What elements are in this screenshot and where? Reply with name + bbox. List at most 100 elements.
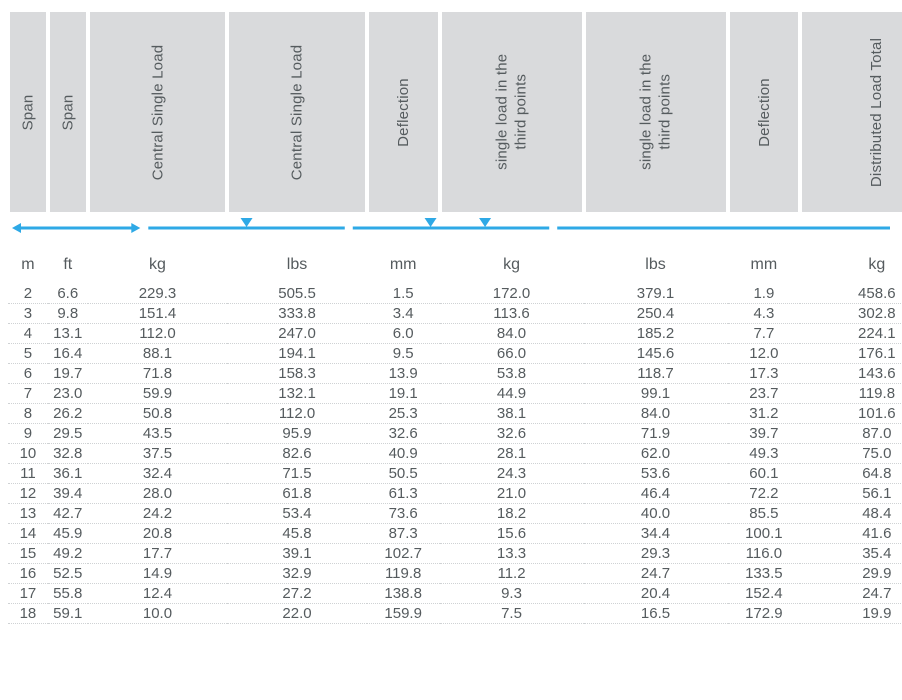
column-header-label: Distributed Load Total bbox=[868, 37, 885, 186]
table-cell: 24.3 bbox=[440, 464, 584, 484]
column-header-label: single load in the third points bbox=[493, 42, 531, 182]
table-cell: 505.5 bbox=[227, 284, 367, 304]
table-cell: 53.6 bbox=[584, 464, 728, 484]
table-cell: 172.0 bbox=[440, 284, 584, 304]
table-cell: 53.8 bbox=[440, 364, 584, 384]
table-cell: 32.9 bbox=[227, 564, 367, 584]
table-cell: 194.1 bbox=[227, 344, 367, 364]
table-row: 1239.428.061.861.321.046.472.256.1123.64… bbox=[8, 484, 902, 504]
table-cell: 6.0 bbox=[367, 324, 440, 344]
table-cell: 3 bbox=[8, 304, 48, 324]
table-cell: 23.7 bbox=[728, 384, 801, 404]
table-cell: 15.6 bbox=[440, 524, 584, 544]
table-cell: 53.4 bbox=[227, 504, 367, 524]
table-cell: 71.9 bbox=[584, 424, 728, 444]
table-cell: 7 bbox=[8, 384, 48, 404]
table-cell: 11.2 bbox=[440, 564, 584, 584]
table-cell: 38.1 bbox=[440, 404, 584, 424]
table-cell: 4.3 bbox=[728, 304, 801, 324]
table-cell: 13.3 bbox=[440, 544, 584, 564]
table-cell: 17 bbox=[8, 584, 48, 604]
table-cell: 87.3 bbox=[367, 524, 440, 544]
table-cell: 100.1 bbox=[728, 524, 801, 544]
table-cell: 172.9 bbox=[728, 604, 801, 624]
table-cell: 40.0 bbox=[584, 504, 728, 524]
table-cell: 61.3 bbox=[367, 484, 440, 504]
table-cell: 64.8 bbox=[800, 464, 902, 484]
table-cell: 247.0 bbox=[227, 324, 367, 344]
table-cell: 88.1 bbox=[88, 344, 228, 364]
table-cell: 22.0 bbox=[227, 604, 367, 624]
table-cell: 41.6 bbox=[800, 524, 902, 544]
table-cell: 176.1 bbox=[800, 344, 902, 364]
table-row: 1549.217.739.1102.713.329.3116.035.478.1… bbox=[8, 544, 902, 564]
unit-label: m bbox=[8, 238, 48, 284]
table-cell: 24.7 bbox=[800, 584, 902, 604]
table-cell: 19.1 bbox=[367, 384, 440, 404]
table-cell: 1.5 bbox=[367, 284, 440, 304]
table-cell: 32.4 bbox=[88, 464, 228, 484]
column-header-label: Deflection bbox=[755, 78, 772, 147]
table-cell: 85.5 bbox=[728, 504, 801, 524]
table-cell: 84.0 bbox=[584, 404, 728, 424]
table-row: 1032.837.582.640.928.162.049.375.0165.37… bbox=[8, 444, 902, 464]
unit-label: lbs bbox=[584, 238, 728, 284]
table-cell: 12.4 bbox=[88, 584, 228, 604]
table-cell: 50.5 bbox=[367, 464, 440, 484]
table-cell: 95.9 bbox=[227, 424, 367, 444]
table-cell: 59.9 bbox=[88, 384, 228, 404]
table-cell: 45.8 bbox=[227, 524, 367, 544]
table-cell: 145.6 bbox=[584, 344, 728, 364]
table-cell: 60.1 bbox=[728, 464, 801, 484]
table-cell: 32.6 bbox=[440, 424, 584, 444]
table-cell: 27.2 bbox=[227, 584, 367, 604]
table-cell: 7.5 bbox=[440, 604, 584, 624]
table-cell: 158.3 bbox=[227, 364, 367, 384]
table-cell: 52.5 bbox=[48, 564, 88, 584]
table-cell: 112.0 bbox=[227, 404, 367, 424]
column-header: Deflection bbox=[730, 12, 799, 212]
table-cell: 379.1 bbox=[584, 284, 728, 304]
table-cell: 44.9 bbox=[440, 384, 584, 404]
table-cell: 61.8 bbox=[227, 484, 367, 504]
table-cell: 16.4 bbox=[48, 344, 88, 364]
table-cell: 56.1 bbox=[800, 484, 902, 504]
table-cell: 102.7 bbox=[367, 544, 440, 564]
table-row: 1755.812.427.2138.89.320.4152.424.754.51… bbox=[8, 584, 902, 604]
column-header: Distributed Load Total bbox=[802, 12, 902, 212]
table-row: 1342.724.253.473.618.240.085.548.4106.73… bbox=[8, 504, 902, 524]
table-cell: 28.1 bbox=[440, 444, 584, 464]
table-cell: 18 bbox=[8, 604, 48, 624]
table-cell: 10.0 bbox=[88, 604, 228, 624]
load-diagram-icon bbox=[8, 213, 894, 237]
table-cell: 13.1 bbox=[48, 324, 88, 344]
table-row: 1652.514.932.9119.811.224.7133.529.965.8… bbox=[8, 564, 902, 584]
table-cell: 118.7 bbox=[584, 364, 728, 384]
table-cell: 43.5 bbox=[88, 424, 228, 444]
header-row: SpanSpanCentral Single LoadCentral Singl… bbox=[8, 12, 902, 212]
load-table: SpanSpanCentral Single LoadCentral Singl… bbox=[8, 12, 902, 624]
table-cell: 28.0 bbox=[88, 484, 228, 504]
table-cell: 24.2 bbox=[88, 504, 228, 524]
column-header-label: Deflection bbox=[395, 78, 412, 147]
table-row: 516.488.1194.19.566.0145.612.0176.1388.3… bbox=[8, 344, 902, 364]
table-cell: 113.6 bbox=[440, 304, 584, 324]
table-cell: 138.8 bbox=[367, 584, 440, 604]
table-cell: 39.7 bbox=[728, 424, 801, 444]
column-header: single load in the third points bbox=[586, 12, 726, 212]
table-cell: 82.6 bbox=[227, 444, 367, 464]
table-cell: 25.3 bbox=[367, 404, 440, 424]
unit-label: kg bbox=[88, 238, 228, 284]
column-header: Central Single Load bbox=[90, 12, 226, 212]
table-cell: 29.9 bbox=[800, 564, 902, 584]
column-header: Deflection bbox=[369, 12, 438, 212]
table-cell: 46.4 bbox=[584, 484, 728, 504]
table-cell: 7.7 bbox=[728, 324, 801, 344]
column-header: Span bbox=[10, 12, 46, 212]
table-row: 26.6229.3505.51.5172.0379.11.9458.61011.… bbox=[8, 284, 902, 304]
table-cell: 34.4 bbox=[584, 524, 728, 544]
unit-label: mm bbox=[728, 238, 801, 284]
column-header-label: Central Single Load bbox=[289, 44, 306, 180]
table-cell: 224.1 bbox=[800, 324, 902, 344]
table-cell: 18.2 bbox=[440, 504, 584, 524]
